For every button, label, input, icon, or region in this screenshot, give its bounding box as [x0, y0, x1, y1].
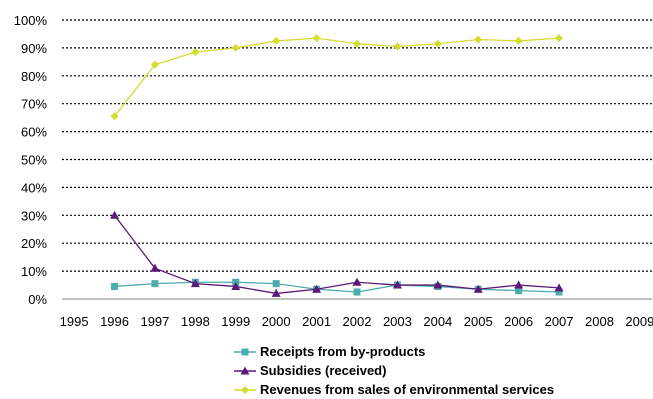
data-point — [473, 284, 483, 293]
series-line-revenues — [114, 37, 560, 117]
data-point — [190, 279, 200, 288]
data-point — [353, 288, 361, 296]
x-tick-label: 2006 — [504, 314, 533, 329]
legend-swatch-marker — [241, 385, 249, 394]
y-tick-label: 90% — [21, 41, 47, 56]
legend: Receipts from by-products Subsidies (rec… — [232, 342, 554, 399]
x-tick-label: 2005 — [464, 314, 493, 329]
legend-item-subsidies: Subsidies (received) — [232, 361, 554, 380]
legend-label-receipts: Receipts from by-products — [260, 344, 426, 359]
series-subsidies — [110, 210, 564, 297]
data-point — [312, 284, 322, 293]
data-point — [433, 280, 443, 289]
x-tick-label: 1996 — [100, 314, 129, 329]
y-tick-label: 80% — [21, 69, 47, 84]
x-axis: 1995 1996 1997 1998 1999 2000 2001 2002 2003 2004… — [60, 298, 653, 329]
series-group — [110, 34, 564, 297]
legend-label-revenues: Revenues from sales of environmental ser… — [260, 382, 555, 397]
x-tick-label: 1999 — [221, 314, 250, 329]
x-tick-label: 1998 — [181, 314, 210, 329]
y-tick-label: 100% — [14, 13, 48, 28]
data-point — [474, 35, 483, 44]
series-revenues — [110, 34, 564, 121]
x-tick-label: 2002 — [343, 314, 372, 329]
y-tick-label: 10% — [21, 264, 47, 279]
data-point — [231, 281, 241, 290]
legend-swatch-revenues — [234, 385, 256, 394]
data-point — [271, 288, 281, 297]
legend-swatch-subsidies — [234, 366, 256, 374]
y-tick-label: 20% — [21, 236, 47, 251]
data-point — [312, 34, 321, 43]
y-tick-label: 50% — [21, 153, 47, 168]
data-point — [555, 288, 563, 296]
legend-item-receipts: Receipts from by-products — [232, 342, 554, 361]
data-point — [110, 112, 119, 121]
y-axis: 0% 10% 20% 30% 40% 50% 60% 70% 80% 90% 100% — [14, 13, 48, 307]
x-tick-label: 1997 — [140, 314, 169, 329]
data-point — [393, 42, 402, 51]
data-point — [433, 39, 442, 48]
gridlines — [62, 19, 652, 272]
series-line-receipts — [114, 281, 560, 293]
data-point — [353, 39, 361, 48]
data-point — [231, 43, 240, 52]
data-point — [514, 280, 524, 289]
legend-item-revenues: Revenues from sales of environmental ser… — [232, 380, 554, 399]
data-point — [111, 282, 119, 290]
y-tick-label: 40% — [21, 180, 47, 195]
x-tick-label: 2003 — [383, 314, 412, 329]
data-point — [555, 34, 564, 43]
y-tick-label: 60% — [21, 125, 47, 140]
x-tick-label: 2007 — [545, 314, 574, 329]
y-tick-label: 30% — [21, 208, 47, 223]
data-point — [110, 210, 120, 219]
data-point — [514, 36, 523, 45]
x-tick-label: 2009 — [625, 314, 653, 329]
data-point — [554, 283, 564, 292]
data-point — [515, 287, 523, 295]
data-point — [151, 280, 159, 288]
data-point — [392, 280, 402, 289]
x-tick-label: 2000 — [262, 314, 291, 329]
y-tick-label: 70% — [21, 97, 47, 112]
series-line-subsidies — [114, 214, 560, 295]
x-tick-label: 2008 — [585, 314, 614, 329]
legend-label-subsidies: Subsidies (received) — [260, 363, 387, 378]
legend-swatch-marker — [240, 366, 250, 374]
x-tick-label: 1995 — [60, 314, 89, 329]
data-point — [150, 263, 160, 272]
y-tick-label: 0% — [28, 292, 47, 307]
x-tick-label: 2001 — [302, 314, 331, 329]
legend-swatch-marker — [241, 348, 249, 355]
data-point — [150, 60, 159, 69]
x-tick-label: 2004 — [423, 314, 452, 329]
data-point — [272, 280, 280, 288]
data-point — [191, 48, 200, 57]
data-point — [272, 36, 281, 45]
legend-swatch-receipts — [234, 348, 256, 355]
data-point — [352, 277, 362, 286]
